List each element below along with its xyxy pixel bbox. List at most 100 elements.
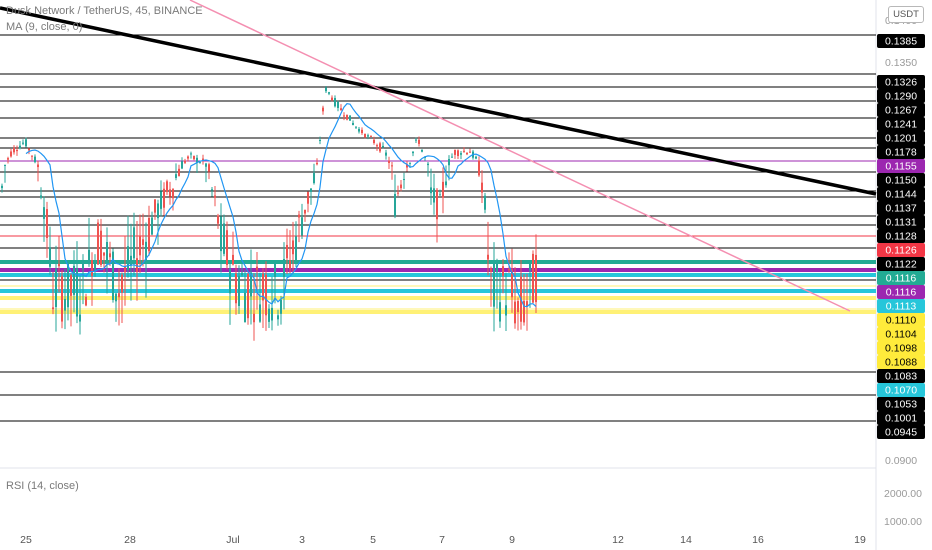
price-tag [877, 271, 925, 285]
pink-trendline[interactable] [189, 0, 851, 312]
price-tag [877, 425, 925, 439]
candle-body [160, 191, 162, 209]
x-tick-label: 12 [612, 534, 624, 546]
candle-body [82, 260, 84, 269]
candle-body [46, 209, 48, 238]
price-tag-label: 0.1131 [885, 217, 916, 229]
price-tag [877, 313, 925, 327]
candle-body [70, 275, 72, 296]
price-tag [877, 285, 925, 299]
candle-body [274, 263, 276, 278]
candle-body [214, 195, 216, 198]
candle-body [124, 266, 126, 273]
candle-body [55, 269, 57, 308]
price-tag-label: 0.1116 [886, 287, 917, 299]
candle-body [157, 203, 159, 219]
candle-body [58, 264, 60, 267]
candle-body [427, 163, 429, 166]
candle-body [115, 293, 117, 302]
candle-body [490, 268, 492, 272]
candle-body [166, 181, 168, 192]
candle-body [106, 241, 108, 261]
candle-body [373, 139, 375, 144]
candle-body [484, 195, 486, 210]
price-tag [877, 75, 925, 89]
candle-body [355, 126, 357, 128]
price-tag [877, 257, 925, 271]
candle-body [298, 214, 300, 218]
candle-body [439, 194, 441, 196]
candle-body [139, 235, 141, 256]
x-tick-label: 5 [370, 534, 376, 546]
candle-body [358, 128, 360, 132]
descending-trendline[interactable] [0, 6, 877, 196]
candle-body [34, 156, 36, 163]
price-tag [877, 299, 925, 313]
candle-body [493, 263, 495, 307]
candle-body [316, 162, 318, 165]
ma-indicator-label[interactable]: MA (9, close, 0) [6, 21, 83, 33]
candle-body [247, 274, 249, 319]
price-tag-label: 0.1201 [885, 133, 917, 145]
candle-body [499, 302, 501, 322]
candle-body [529, 263, 531, 271]
price-tag [877, 103, 925, 117]
price-tag [877, 159, 925, 173]
candle-body [340, 108, 342, 111]
candle-body [256, 266, 258, 270]
candle-body [343, 115, 345, 117]
candle-body [205, 163, 207, 167]
x-tick-label: Jul [226, 534, 239, 546]
candle-body [178, 168, 180, 176]
candle-body [268, 308, 270, 322]
price-tag [877, 243, 925, 257]
candle-body [283, 258, 285, 278]
candle-body [232, 254, 234, 265]
candle-body [49, 247, 51, 267]
candle-body [511, 269, 513, 298]
candle-body [64, 298, 66, 311]
candle-body [430, 187, 432, 194]
candle-body [466, 152, 468, 155]
candle-body [334, 98, 336, 107]
price-tag [877, 173, 925, 187]
candle-body [229, 268, 231, 294]
candle-body [112, 251, 114, 301]
candle-body [337, 101, 339, 108]
candle-body [415, 139, 417, 141]
price-tag-label: 0.1241 [885, 119, 917, 131]
candle-body [184, 160, 186, 163]
price-tag-label: 0.1110 [886, 315, 917, 327]
candle-body [406, 164, 408, 168]
y-tick-label: 0.0900 [885, 455, 917, 467]
candle-body [370, 135, 372, 137]
candle-body [238, 275, 240, 307]
candle-body [478, 160, 480, 176]
candle-body [436, 189, 438, 220]
candle-body [172, 189, 174, 199]
candle-body [151, 217, 153, 235]
candle-body [136, 258, 138, 273]
price-tag [877, 397, 925, 411]
candle-body [442, 181, 444, 198]
candle-body [514, 301, 516, 324]
candle-body [445, 181, 447, 186]
rsi-indicator-label[interactable]: RSI (14, close) [6, 480, 79, 492]
candle-body [181, 161, 183, 169]
quote-currency-button[interactable]: USDT [888, 6, 924, 23]
price-tag-label: 0.1116 [886, 273, 917, 285]
candle-body [301, 217, 303, 236]
candle-body [244, 292, 246, 323]
candle-body [127, 246, 129, 271]
candle-body [346, 114, 348, 120]
price-tag [877, 341, 925, 355]
candle-body [211, 189, 213, 191]
price-tag [877, 34, 925, 48]
candle-body [4, 164, 6, 166]
candle-body [526, 301, 528, 307]
price-tag [877, 327, 925, 341]
price-tag-label: 0.1088 [885, 357, 917, 369]
candle-body [1, 185, 3, 189]
